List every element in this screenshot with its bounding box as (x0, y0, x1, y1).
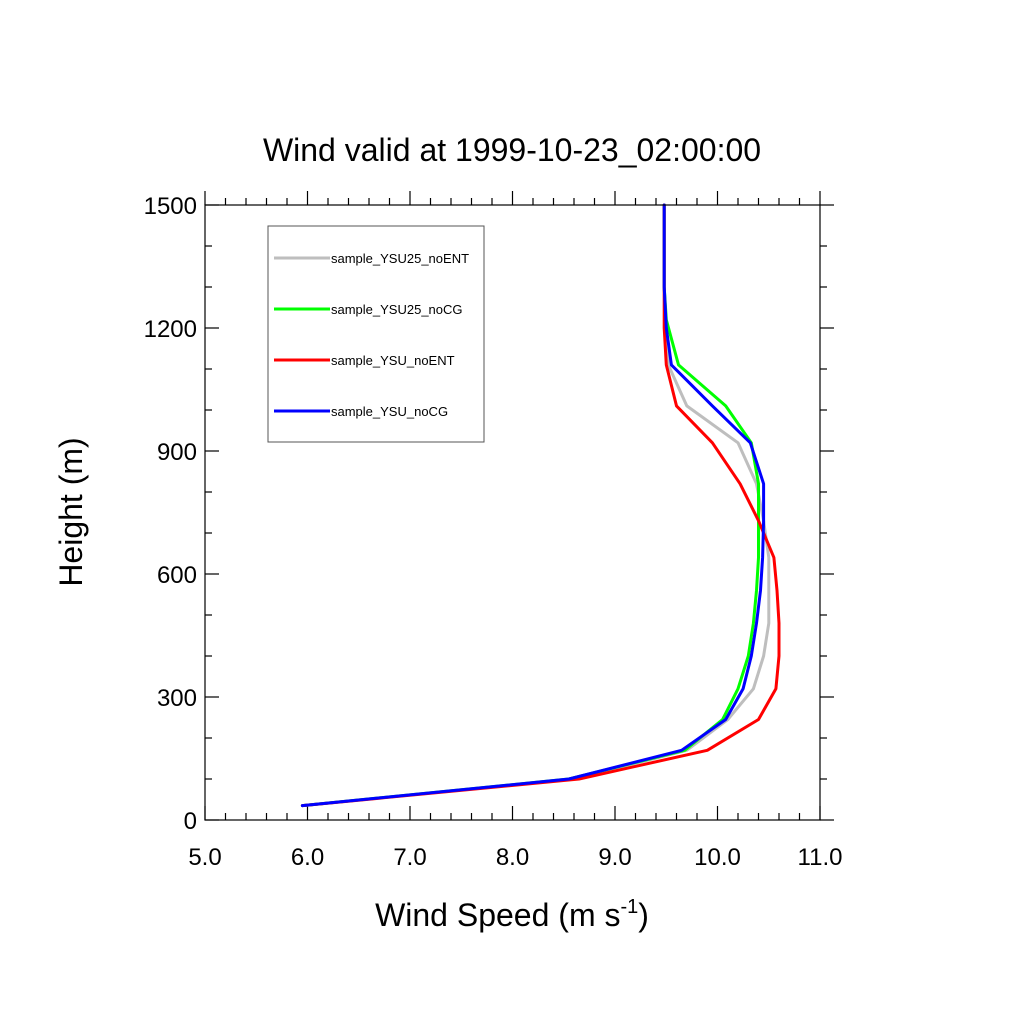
series-line-sample_YSU_noENT (300, 203, 781, 808)
x-tick-label: 5.0 (188, 844, 221, 871)
y-tick-label: 1500 (144, 193, 197, 220)
y-tick-label: 0 (184, 808, 197, 835)
x-axis-label-superscript: -1 (620, 896, 638, 918)
legend-label: sample_YSU25_noCG (331, 302, 463, 317)
x-axis-label-suffix: ) (638, 897, 649, 933)
legend: sample_YSU25_noENT sample_YSU25_noCGsampl… (267, 225, 485, 443)
x-tick-label: 7.0 (393, 844, 426, 871)
legend-label: sample_YSU_noENT (331, 353, 455, 368)
legend-label: sample_YSU25_noENT (331, 251, 469, 266)
y-axis-label: Height (m) (53, 437, 89, 586)
y-tick-label: 900 (157, 439, 197, 466)
x-tick-label: 11.0 (798, 844, 843, 871)
y-tick-label: 1200 (144, 316, 197, 343)
chart-title: Wind valid at 1999-10-23_02:00:00 (263, 132, 761, 168)
x-tick-label: 6.0 (291, 844, 324, 871)
x-tick-label: 8.0 (496, 844, 529, 871)
x-tick-label: 10.0 (694, 844, 741, 871)
y-tick-label: 300 (157, 685, 197, 712)
x-axis-label: Wind Speed (m s-1) (375, 896, 649, 933)
legend-label: sample_YSU_noCG (331, 404, 448, 419)
series-group (300, 203, 781, 808)
legend-box (267, 225, 485, 443)
y-tick-label: 600 (157, 562, 197, 589)
x-tick-label: 9.0 (598, 844, 631, 871)
x-tick-labels: 5.0 6.0 7.0 8.0 9.0 10.0 11.0 (188, 844, 842, 871)
series-line-sample_YSU_noCG (300, 203, 766, 808)
x-axis-label-main: Wind Speed (m s (375, 897, 620, 933)
plot-frame (204, 204, 821, 821)
y-tick-labels: 0 300 600 900 1200 1500 (144, 193, 197, 835)
